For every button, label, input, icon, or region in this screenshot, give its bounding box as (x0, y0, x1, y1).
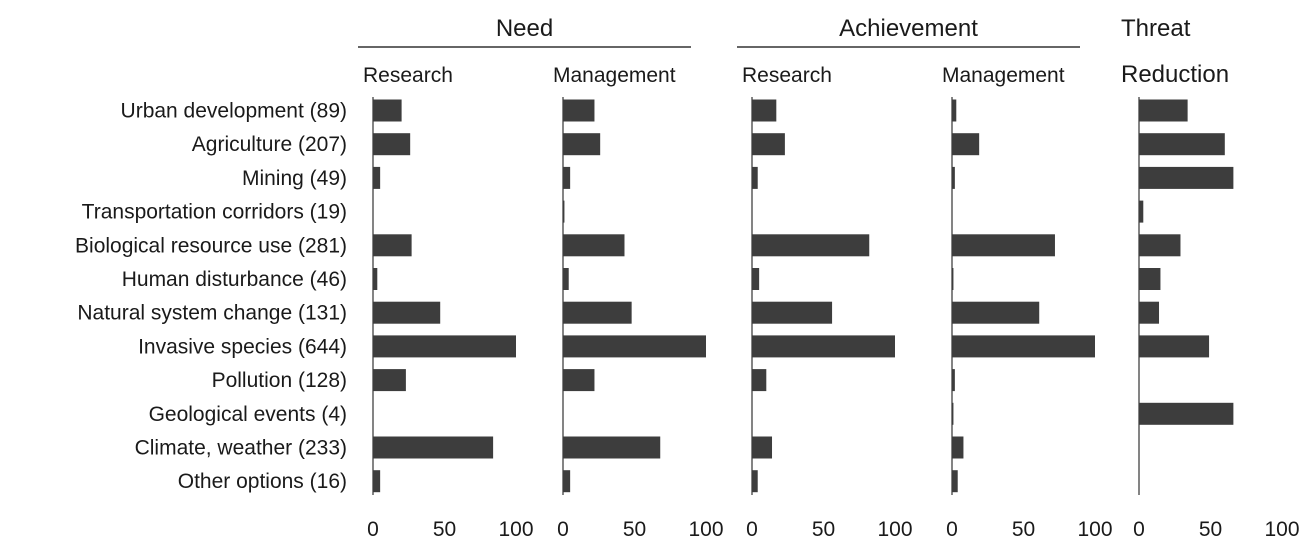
bar (563, 436, 661, 459)
tick-label: 100 (498, 518, 533, 538)
chart-panel: Research 0 50 100 (363, 64, 534, 538)
bar (373, 133, 411, 156)
bar (1139, 234, 1181, 257)
tick-label: 100 (877, 518, 912, 538)
tick-label: 100 (1264, 518, 1299, 538)
bar (373, 369, 406, 392)
series-title: Management (553, 64, 676, 87)
bar (563, 200, 565, 223)
bar (373, 268, 378, 290)
bar (752, 166, 758, 189)
tick-label: 0 (557, 518, 569, 538)
bar (752, 234, 870, 257)
tick-label: 100 (1077, 518, 1112, 538)
bar (952, 402, 954, 425)
category-label: Mining (49) (242, 167, 347, 190)
tick-label: 100 (688, 518, 723, 538)
tick-label: 0 (1133, 518, 1145, 538)
tick-label: 50 (812, 518, 835, 538)
category-label: Urban development (89) (121, 100, 347, 123)
category-label: Geological events (4) (149, 403, 347, 426)
tick-label: 50 (623, 518, 646, 538)
bar (563, 470, 571, 493)
category-label: Natural system change (131) (77, 302, 347, 325)
chart-panel: Management 0 50 100 (553, 64, 724, 538)
series-title: Reduction (1121, 61, 1229, 88)
bar (1139, 133, 1225, 156)
bar (952, 301, 1040, 324)
bar (563, 133, 601, 156)
bar (563, 301, 632, 324)
series-title: Management (942, 64, 1065, 87)
bar (752, 133, 785, 156)
bar (373, 166, 381, 189)
bar (752, 335, 895, 358)
chart-panel: Threat Reduction 0 50 100 (1121, 15, 1300, 538)
category-label: Transportation corridors (19) (82, 201, 347, 224)
category-labels: Urban development (89) Agriculture (207) M… (75, 100, 347, 494)
bar (952, 335, 1095, 358)
bar (952, 99, 957, 122)
bar (752, 268, 760, 290)
tick-label: 50 (1012, 518, 1035, 538)
series-title: Research (363, 64, 453, 87)
bar (1139, 335, 1210, 358)
bar (373, 301, 441, 324)
bar (1139, 268, 1161, 290)
bar (752, 436, 773, 459)
category-label: Pollution (128) (212, 369, 347, 392)
bar (1139, 200, 1144, 223)
series-title: Research (742, 64, 832, 87)
tick-label: 50 (1199, 518, 1222, 538)
bar (752, 470, 758, 493)
tick-label: 0 (746, 518, 758, 538)
bar (952, 133, 980, 156)
chart-panel: Management 0 50 100 (942, 64, 1113, 538)
bar (373, 436, 494, 459)
group-titles: Need Achievement (358, 15, 1080, 48)
bar (1139, 166, 1234, 189)
bar (952, 436, 964, 459)
category-label: Invasive species (644) (138, 335, 347, 358)
bar (563, 268, 569, 290)
bar (563, 369, 595, 392)
bar (1139, 402, 1234, 425)
bar (952, 166, 955, 189)
tick-label: 50 (433, 518, 456, 538)
category-label: Other options (16) (178, 470, 347, 493)
chart-panel: Research 0 50 100 (742, 64, 913, 538)
bar (952, 369, 955, 392)
bar (563, 99, 595, 122)
chart-panels: Research 0 50 100 Management 0 50 100 Research 0 5… (363, 15, 1300, 538)
bar (373, 470, 381, 493)
series-title: Threat (1121, 15, 1191, 42)
bar (563, 166, 571, 189)
group-title: Achievement (839, 15, 978, 42)
category-label: Biological resource use (281) (75, 234, 347, 257)
bar (952, 234, 1055, 257)
category-label: Agriculture (207) (192, 133, 347, 156)
tick-label: 0 (946, 518, 958, 538)
bar (752, 301, 833, 324)
bar (1139, 301, 1160, 324)
bar (1139, 99, 1188, 122)
bar (563, 234, 625, 257)
bar (752, 99, 777, 122)
category-label: Climate, weather (233) (135, 437, 347, 460)
bar (563, 335, 706, 358)
tick-label: 0 (367, 518, 379, 538)
bar (752, 369, 767, 392)
category-label: Human disturbance (46) (122, 268, 347, 291)
bar (952, 470, 958, 493)
bar (373, 234, 412, 257)
bar (373, 335, 516, 358)
bar (373, 99, 402, 122)
group-title: Need (496, 15, 553, 42)
bar (952, 268, 954, 290)
